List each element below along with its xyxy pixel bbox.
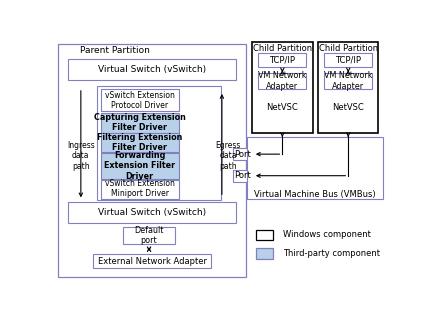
Text: Egress
data
path: Egress data path xyxy=(215,141,241,171)
Bar xyxy=(248,137,383,199)
Text: Child Partition: Child Partition xyxy=(253,44,312,53)
Bar xyxy=(324,53,372,67)
Bar xyxy=(256,248,273,259)
Text: Ingress
data
path: Ingress data path xyxy=(67,141,95,171)
Text: TCP/IP: TCP/IP xyxy=(335,56,361,65)
Bar xyxy=(101,90,178,111)
Text: Default
port: Default port xyxy=(134,226,164,245)
Text: Virtual Switch (vSwitch): Virtual Switch (vSwitch) xyxy=(98,208,206,217)
Bar xyxy=(258,72,307,90)
Text: TCP/IP: TCP/IP xyxy=(269,56,295,65)
Text: Filtering Extension
Filter Driver: Filtering Extension Filter Driver xyxy=(97,133,182,152)
Text: Third-party component: Third-party component xyxy=(283,249,380,258)
Bar xyxy=(252,43,313,133)
Text: VM Network
Adapter: VM Network Adapter xyxy=(324,71,372,91)
Bar xyxy=(258,53,307,67)
Text: Parent Partition: Parent Partition xyxy=(80,46,150,55)
Bar xyxy=(256,230,273,241)
Bar xyxy=(324,72,372,90)
Text: Virtual Switch (vSwitch): Virtual Switch (vSwitch) xyxy=(98,65,206,74)
Bar xyxy=(123,227,175,244)
Text: Child Partition: Child Partition xyxy=(319,44,378,53)
Text: NetVSC: NetVSC xyxy=(266,103,298,112)
Bar xyxy=(58,44,246,277)
Text: VM Network
Adapter: VM Network Adapter xyxy=(258,71,307,91)
Bar xyxy=(101,133,178,152)
Text: Port: Port xyxy=(235,150,251,159)
Text: vSwitch Extension
Protocol Driver: vSwitch Extension Protocol Driver xyxy=(105,90,175,110)
Bar xyxy=(318,43,378,133)
Text: Forwarding
Extension Filter
Driver: Forwarding Extension Filter Driver xyxy=(104,151,175,181)
Bar xyxy=(68,60,236,80)
Text: Virtual Machine Bus (VMBus): Virtual Machine Bus (VMBus) xyxy=(254,190,376,199)
Bar xyxy=(93,254,211,268)
Text: Port: Port xyxy=(235,171,251,180)
Bar xyxy=(101,180,178,199)
Text: External Network Adapter: External Network Adapter xyxy=(98,257,207,266)
Text: Windows component: Windows component xyxy=(283,231,371,240)
Bar xyxy=(68,202,236,223)
Bar xyxy=(233,148,253,160)
Text: vSwitch Extension
Miniport Driver: vSwitch Extension Miniport Driver xyxy=(105,179,175,198)
Bar xyxy=(97,86,221,200)
Text: Capturing Extension
Filter Driver: Capturing Extension Filter Driver xyxy=(94,113,186,132)
Bar xyxy=(101,153,178,179)
Text: NetVSC: NetVSC xyxy=(332,103,364,112)
Bar xyxy=(233,170,253,182)
Bar xyxy=(101,113,178,133)
